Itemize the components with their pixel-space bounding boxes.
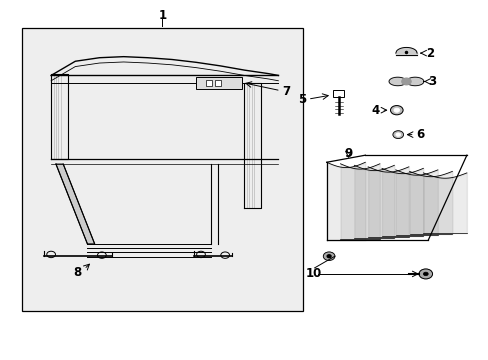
Circle shape [326, 255, 330, 258]
Bar [22, 28, 302, 311]
Bar [205, 80, 211, 86]
Polygon shape [56, 164, 95, 244]
Bar [196, 77, 242, 89]
Circle shape [392, 131, 403, 139]
Text: 7: 7 [282, 85, 290, 98]
Circle shape [423, 272, 427, 276]
Circle shape [390, 105, 402, 115]
Text: 6: 6 [415, 128, 424, 141]
Circle shape [393, 108, 399, 112]
Text: 1: 1 [158, 9, 166, 22]
Text: 2: 2 [425, 46, 433, 60]
Text: 10: 10 [305, 267, 322, 280]
Circle shape [418, 269, 432, 279]
Bar [215, 80, 221, 86]
Circle shape [395, 133, 400, 136]
Text: 5: 5 [298, 93, 306, 106]
Polygon shape [406, 77, 423, 86]
Circle shape [323, 252, 334, 260]
Text: 9: 9 [344, 147, 352, 160]
Polygon shape [388, 77, 406, 86]
Circle shape [401, 78, 410, 85]
Bar [333, 90, 344, 97]
Text: 4: 4 [371, 104, 379, 117]
Text: 3: 3 [427, 75, 435, 88]
Text: 8: 8 [73, 266, 81, 279]
